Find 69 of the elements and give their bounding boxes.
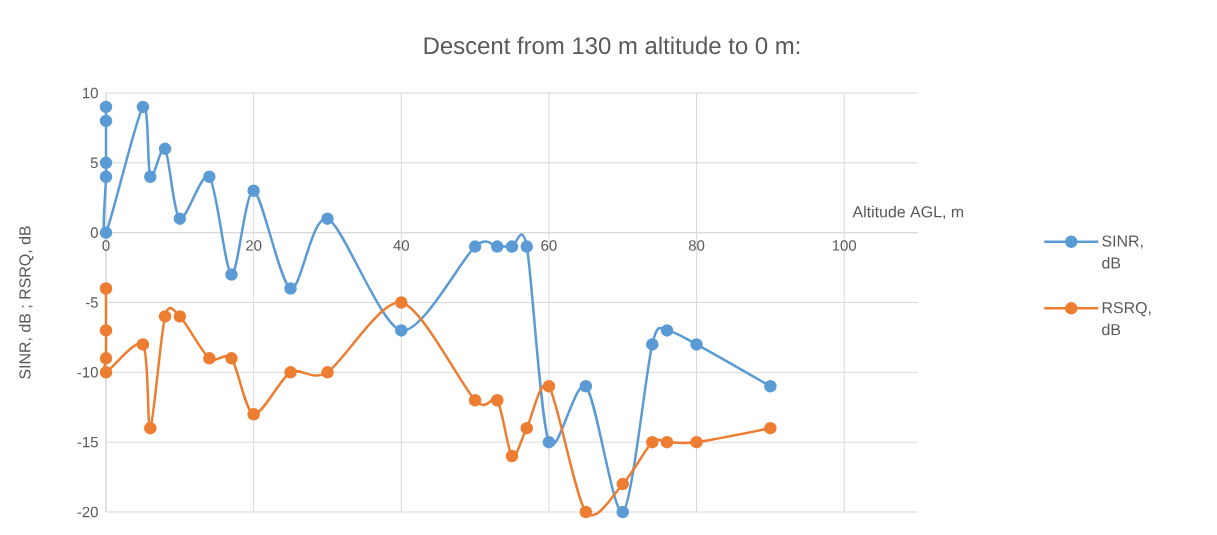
x-tick-label: 40	[393, 240, 409, 251]
point	[505, 240, 519, 253]
y-tick-label: -5	[85, 297, 98, 308]
legend-label: RSRQ, dB	[1102, 302, 1151, 336]
point	[616, 505, 629, 519]
point	[136, 100, 150, 114]
point	[247, 184, 260, 197]
chart-title: Descent from 130 m altitude to 0 m:	[424, 36, 800, 55]
point	[158, 310, 172, 323]
point	[468, 394, 482, 407]
x-axis-title: Altitude AGL, m	[852, 205, 964, 220]
point	[395, 296, 408, 309]
point	[579, 380, 593, 393]
point	[646, 338, 659, 351]
point	[321, 366, 334, 379]
point	[660, 435, 674, 449]
point	[520, 421, 534, 435]
y-tick-label: -20	[77, 506, 98, 518]
point	[99, 352, 113, 365]
point	[99, 366, 113, 379]
point	[468, 240, 482, 253]
point	[99, 114, 113, 128]
point	[225, 268, 238, 281]
y-tick-label: -10	[77, 367, 98, 378]
point	[99, 100, 113, 114]
point	[395, 324, 408, 337]
point	[542, 435, 556, 449]
point	[225, 352, 238, 365]
point	[203, 352, 216, 365]
point	[505, 449, 519, 463]
point	[321, 212, 334, 225]
x-tick-label: 100	[832, 240, 857, 251]
y-tick-label: 10	[83, 87, 98, 99]
x-tick-label: 60	[541, 240, 557, 251]
point	[99, 324, 113, 337]
point	[173, 212, 187, 225]
point	[616, 477, 629, 491]
point	[520, 240, 534, 253]
y-axis-title: SINR, dB ; RSRQ, dB	[18, 226, 34, 379]
point	[136, 338, 150, 351]
point	[491, 394, 504, 407]
point	[144, 170, 157, 184]
point	[646, 435, 659, 449]
x-tick-label: 20	[246, 240, 262, 251]
x-tick-label: 80	[688, 240, 705, 251]
x-tick-label: 0	[102, 240, 110, 251]
point	[542, 380, 556, 393]
point	[99, 156, 113, 170]
point	[491, 240, 504, 253]
point	[690, 435, 703, 449]
point	[247, 407, 260, 421]
point	[173, 310, 187, 323]
point	[660, 324, 674, 337]
point	[99, 282, 113, 295]
point	[99, 226, 113, 239]
point	[764, 380, 777, 393]
point	[144, 421, 157, 435]
point	[284, 282, 297, 295]
point	[99, 170, 113, 184]
point	[690, 338, 703, 351]
legend-label: SINR, dB	[1102, 235, 1143, 269]
point	[764, 421, 777, 435]
point	[158, 142, 172, 156]
point	[203, 170, 216, 184]
point	[284, 366, 297, 379]
y-tick-label: 5	[90, 157, 98, 169]
point	[579, 505, 593, 519]
y-tick-label: -15	[77, 436, 98, 448]
y-tick-label: 0	[90, 227, 98, 238]
